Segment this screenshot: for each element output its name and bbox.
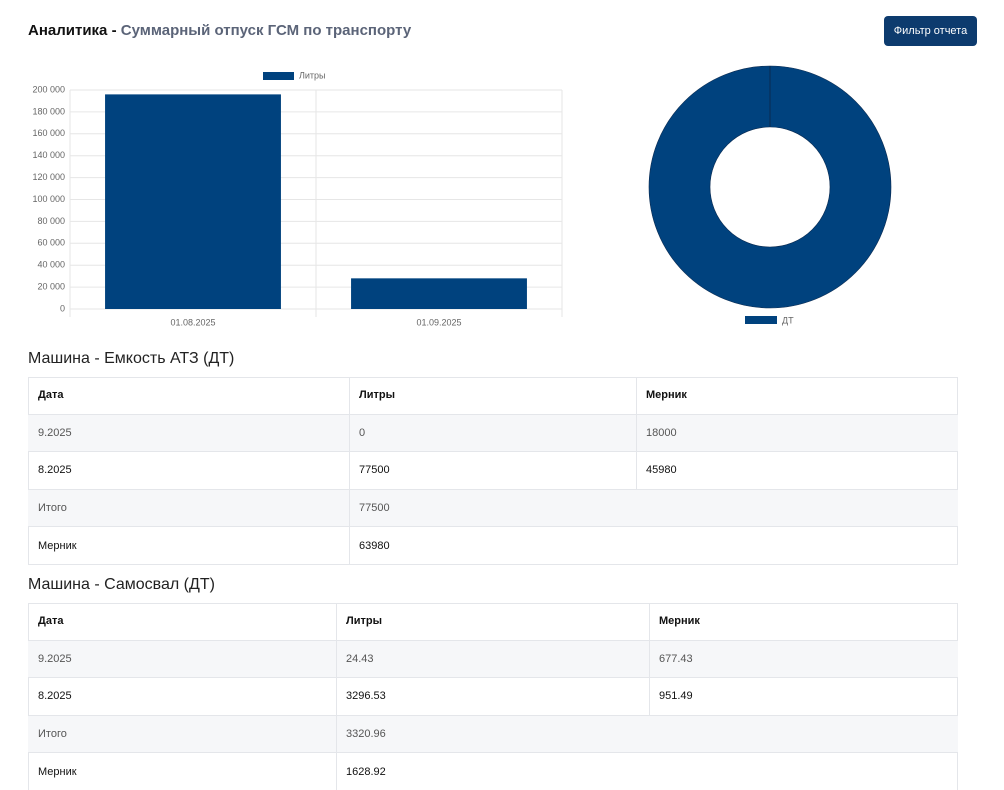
y-tick-label: 200 000	[32, 84, 65, 94]
column-divider	[349, 527, 350, 565]
legend-label: Литры	[299, 70, 326, 80]
column-divider	[649, 603, 650, 641]
column-divider	[336, 678, 337, 716]
legend-swatch	[745, 316, 777, 324]
y-tick-label: 160 000	[32, 128, 65, 138]
table-cell: 8.2025	[28, 678, 336, 716]
page-title: Аналитика - Суммарный отпуск ГСМ по тран…	[28, 22, 411, 39]
column-divider	[349, 414, 350, 453]
column-divider	[649, 678, 650, 716]
column-divider	[336, 753, 337, 790]
header-cell: Дата	[28, 603, 336, 641]
column-divider	[336, 715, 337, 754]
table-cell: 18000	[636, 414, 958, 453]
table-cell: 9.2025	[28, 640, 336, 679]
y-tick-label: 140 000	[32, 150, 65, 160]
table-cell: 9.2025	[28, 414, 349, 453]
table-cell: 3320.96	[336, 715, 958, 754]
table-cell: 3296.53	[336, 678, 649, 716]
column-divider	[336, 640, 337, 679]
table-title: Машина - Емкость АТЗ (ДТ)	[28, 350, 235, 367]
table-border	[28, 603, 958, 790]
column-divider	[349, 452, 350, 490]
column-divider	[636, 377, 637, 415]
donut-chart: ДТ	[648, 65, 892, 325]
table-cell: Итого	[28, 715, 336, 754]
donut-slice	[648, 65, 892, 309]
y-tick-label: 180 000	[32, 106, 65, 116]
column-divider	[349, 489, 350, 528]
header-cell: Мерник	[636, 377, 958, 415]
x-tick-label: 01.08.2025	[170, 317, 215, 327]
table-cell: 77500	[349, 452, 636, 490]
filter-button[interactable]: Фильтр отчета	[884, 16, 977, 46]
table-cell: 24.43	[336, 640, 649, 679]
legend-label: ДТ	[782, 315, 794, 325]
table-cell: 951.49	[649, 678, 958, 716]
header-cell: Мерник	[649, 603, 958, 641]
subtitle: Суммарный отпуск ГСМ по транспорту	[120, 22, 412, 39]
table-cell: 63980	[349, 527, 958, 565]
y-tick-label: 20 000	[37, 281, 65, 291]
y-tick-label: 100 000	[32, 194, 65, 204]
column-divider	[636, 414, 637, 453]
header-cell: Литры	[336, 603, 649, 641]
y-tick-label: 40 000	[37, 260, 65, 270]
header-cell: Литры	[349, 377, 636, 415]
table-cell: 677.43	[649, 640, 958, 679]
y-tick-label: 0	[60, 303, 65, 313]
table-cell: 45980	[636, 452, 958, 490]
column-divider	[336, 603, 337, 641]
y-tick-label: 80 000	[37, 216, 65, 226]
bar	[351, 278, 527, 309]
y-tick-label: 120 000	[32, 172, 65, 182]
column-divider	[349, 377, 350, 415]
y-tick-label: 60 000	[37, 238, 65, 248]
table-cell: 1628.92	[336, 753, 958, 790]
bar	[105, 94, 281, 309]
bar-chart: 0 20 000 40 000 60 000 80 000 100 000 120 000 1…	[32, 70, 563, 327]
column-divider	[636, 452, 637, 490]
table-cell: Мерник	[28, 753, 336, 790]
table-cell: 8.2025	[28, 452, 349, 490]
header-cell: Дата	[28, 377, 349, 415]
table-cell: 77500	[349, 489, 958, 528]
table-cell: Итого	[28, 489, 349, 528]
title: Аналитика -	[28, 22, 117, 39]
legend-swatch	[263, 72, 294, 80]
table-cell: Мерник	[28, 527, 349, 565]
column-divider	[649, 640, 650, 679]
table-cell: 0	[349, 414, 636, 453]
x-tick-label: 01.09.2025	[416, 317, 461, 327]
table-title: Машина - Самосвал (ДТ)	[28, 576, 215, 593]
